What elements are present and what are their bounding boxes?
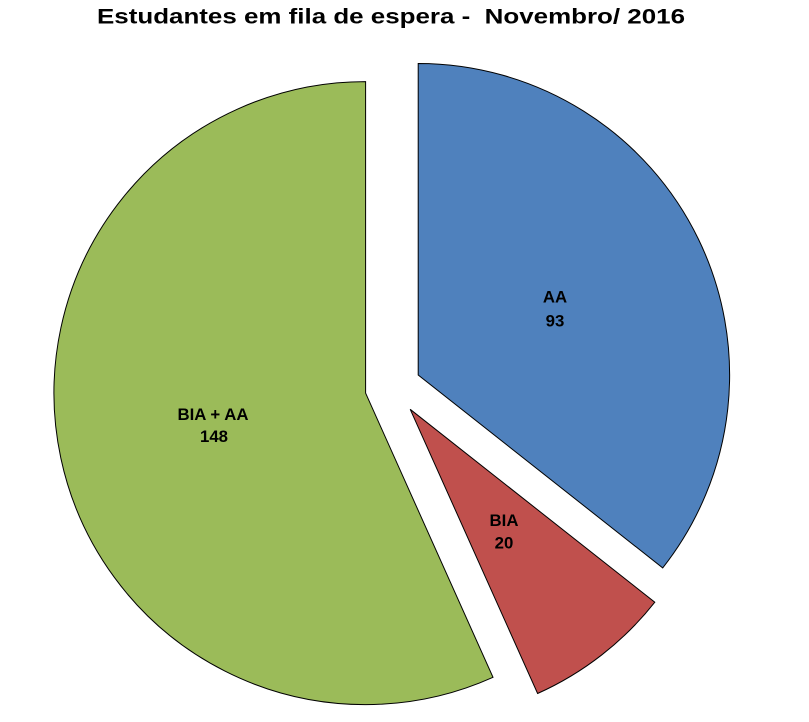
- svg-text:BIA: BIA: [490, 511, 519, 530]
- svg-text:Estudantes em fila de espera -: Estudantes em fila de espera - Novembro/…: [97, 4, 685, 28]
- svg-text:148: 148: [200, 427, 228, 446]
- svg-text:93: 93: [546, 312, 565, 331]
- svg-text:20: 20: [495, 534, 514, 553]
- svg-text:BIA + AA: BIA + AA: [177, 405, 248, 424]
- svg-text:AA: AA: [543, 288, 567, 307]
